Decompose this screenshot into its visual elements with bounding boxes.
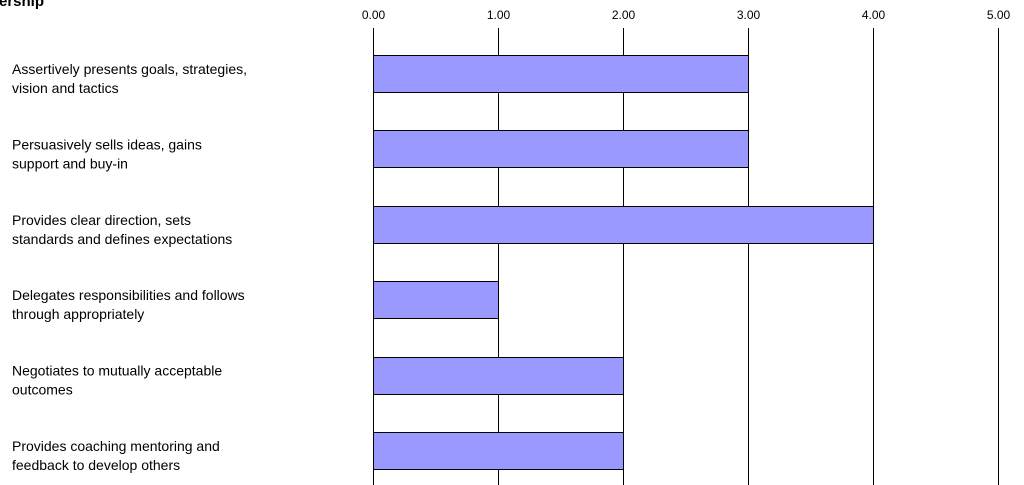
category-label-line: Persuasively sells ideas, gains [12, 136, 202, 152]
x-tick-label: 2.00 [612, 8, 636, 22]
category-labels: Assertively presents goals, strategies, v… [12, 61, 247, 473]
category-label-line: Provides coaching mentoring and [12, 438, 220, 454]
category-label-line: support and buy-in [12, 155, 128, 171]
category-label-line: Negotiates to mutually acceptable [12, 363, 222, 379]
category-label-line: vision and tactics [12, 80, 119, 96]
x-tick-label: 1.00 [487, 8, 511, 22]
x-tick-label: 0.00 [362, 8, 386, 22]
bar [373, 206, 874, 244]
category-label-line: Assertively presents goals, strategies, [12, 61, 247, 77]
gridlines [373, 28, 999, 485]
x-tick-label: 5.00 [987, 8, 1011, 22]
category-label: Persuasively sells ideas, gains support a… [12, 136, 202, 171]
chart-title: ership [0, 0, 44, 10]
bar [373, 281, 499, 319]
bar [373, 357, 624, 395]
x-tick-label: 4.00 [862, 8, 886, 22]
x-axis-ticks: 0.00 1.00 2.00 3.00 4.00 5.00 [362, 8, 1011, 22]
category-label: Negotiates to mutually acceptable outcome… [12, 363, 222, 398]
category-label-line: Delegates responsibilities and follows [12, 287, 245, 303]
category-label: Provides coaching mentoring and feedback … [12, 438, 220, 473]
category-label-line: Provides clear direction, sets [12, 212, 191, 228]
bars [373, 55, 874, 470]
bar [373, 55, 749, 93]
category-label-line: feedback to develop others [12, 457, 180, 473]
category-label: Delegates responsibilities and follows th… [12, 287, 245, 322]
category-label-line: outcomes [12, 382, 73, 398]
category-label: Provides clear direction, sets standards … [12, 212, 232, 247]
category-label: Assertively presents goals, strategies, v… [12, 61, 247, 96]
category-label-line: through appropriately [12, 306, 144, 322]
category-label-line: standards and defines expectations [12, 231, 232, 247]
bar [373, 130, 749, 168]
x-tick-label: 3.00 [737, 8, 761, 22]
bar [373, 432, 624, 470]
